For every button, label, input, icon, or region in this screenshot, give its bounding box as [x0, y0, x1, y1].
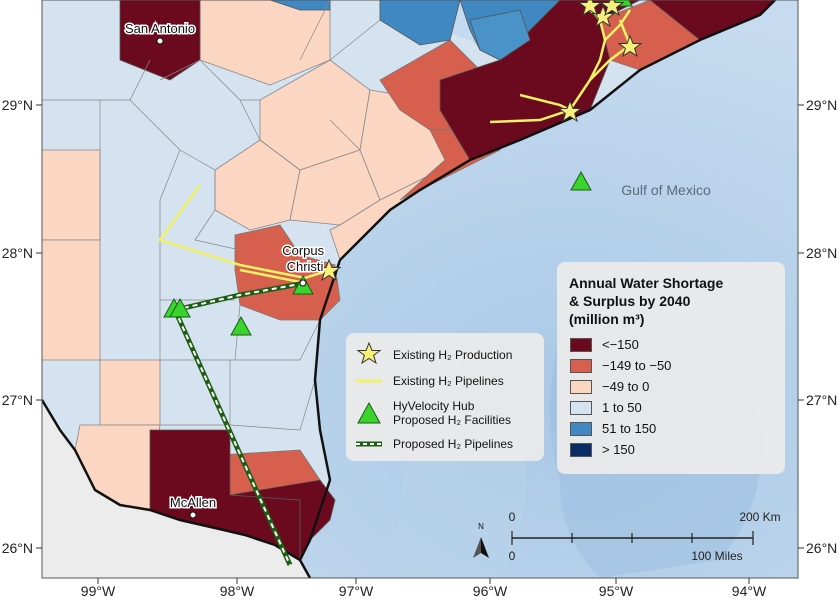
lat-tick-label: 29°N — [806, 97, 837, 113]
latitude-axis-right: 29°N 28°N 27°N 26°N — [798, 97, 837, 556]
lat-tick-label: 27°N — [806, 392, 837, 408]
city-marker — [189, 511, 197, 519]
scale-bar: 0 200 Km 0 100 Miles — [509, 510, 781, 563]
lon-tick-label: 96°W — [473, 583, 508, 599]
lat-tick-label: 26°N — [806, 540, 837, 556]
yellow-line-icon — [356, 379, 382, 383]
legend-class-label: 51 to 150 — [602, 421, 657, 436]
legend-swatch — [570, 380, 592, 394]
latitude-axis-left: 29°N 28°N 27°N 26°N — [2, 97, 42, 556]
lat-tick-label: 28°N — [2, 245, 33, 261]
longitude-axis: 99°W 98°W 97°W 96°W 95°W 94°W — [81, 578, 767, 599]
border-line — [42, 399, 312, 578]
choropleth-legend: Annual Water Shortage & Surplus by 2040 … — [557, 262, 785, 474]
legend-label-proposed-pipelines: Proposed H₂ Pipelines — [393, 437, 514, 451]
city-marker — [156, 37, 164, 45]
legend-class-label: −149 to −50 — [602, 358, 672, 373]
lat-tick-label: 29°N — [2, 97, 33, 113]
scale-km-start: 0 — [509, 510, 516, 524]
city-label-mcallen: McAllen — [170, 495, 216, 510]
legend-label-proposed-facilities: HyVelocity Hub Proposed H₂ Facilities — [393, 399, 512, 427]
mexico-land — [42, 400, 310, 578]
scale-km-end: 200 Km — [739, 510, 780, 524]
city-label-san-antonio: San Antonio — [125, 21, 195, 36]
legend-label-existing-pipelines: Existing H₂ Pipelines — [393, 374, 504, 388]
gulf-label: Gulf of Mexico — [621, 182, 711, 198]
city-marker — [299, 279, 307, 287]
legend-swatch — [570, 422, 592, 436]
lon-tick-label: 97°W — [339, 583, 374, 599]
dashed-line-icon — [356, 441, 382, 447]
scale-mi-start: 0 — [509, 549, 516, 563]
svg-text:N: N — [478, 522, 484, 531]
legend-class-label: <−150 — [602, 337, 639, 352]
legend-class-label: > 150 — [602, 442, 635, 457]
lat-tick-label: 26°N — [2, 540, 33, 556]
lat-tick-label: 28°N — [806, 245, 837, 261]
legend-swatch — [570, 401, 592, 415]
proposed-pipelines — [172, 280, 306, 567]
lon-tick-label: 98°W — [220, 583, 255, 599]
triangle-icon — [357, 401, 381, 424]
existing-pipelines — [157, 9, 632, 285]
legend-class-label: 1 to 50 — [602, 400, 642, 415]
north-arrow-icon: N — [473, 522, 489, 558]
scale-mi-end: 100 Miles — [691, 549, 742, 563]
legend-swatch — [570, 338, 592, 352]
legend-swatch — [570, 359, 592, 373]
coastline — [298, 0, 776, 561]
legend-swatch — [570, 443, 592, 457]
symbol-legend: Existing H₂ Production Existing H₂ Pipel… — [346, 333, 544, 461]
city-label-corpus-christi: Corpus Christi — [282, 243, 328, 274]
lon-tick-label: 99°W — [81, 583, 116, 599]
lon-tick-label: 95°W — [599, 583, 634, 599]
lon-tick-label: 94°W — [732, 583, 767, 599]
lat-tick-label: 27°N — [2, 392, 33, 408]
legend-label-existing-production: Existing H₂ Production — [393, 348, 513, 362]
counties-deficit-small — [42, 0, 446, 511]
legend-class-label: −49 to 0 — [602, 379, 650, 394]
legend-title: Annual Water Shortage & Surplus by 2040 … — [569, 275, 724, 327]
star-icon — [356, 341, 382, 365]
map-frame — [41, 0, 799, 579]
counties-surplus — [269, 0, 561, 61]
